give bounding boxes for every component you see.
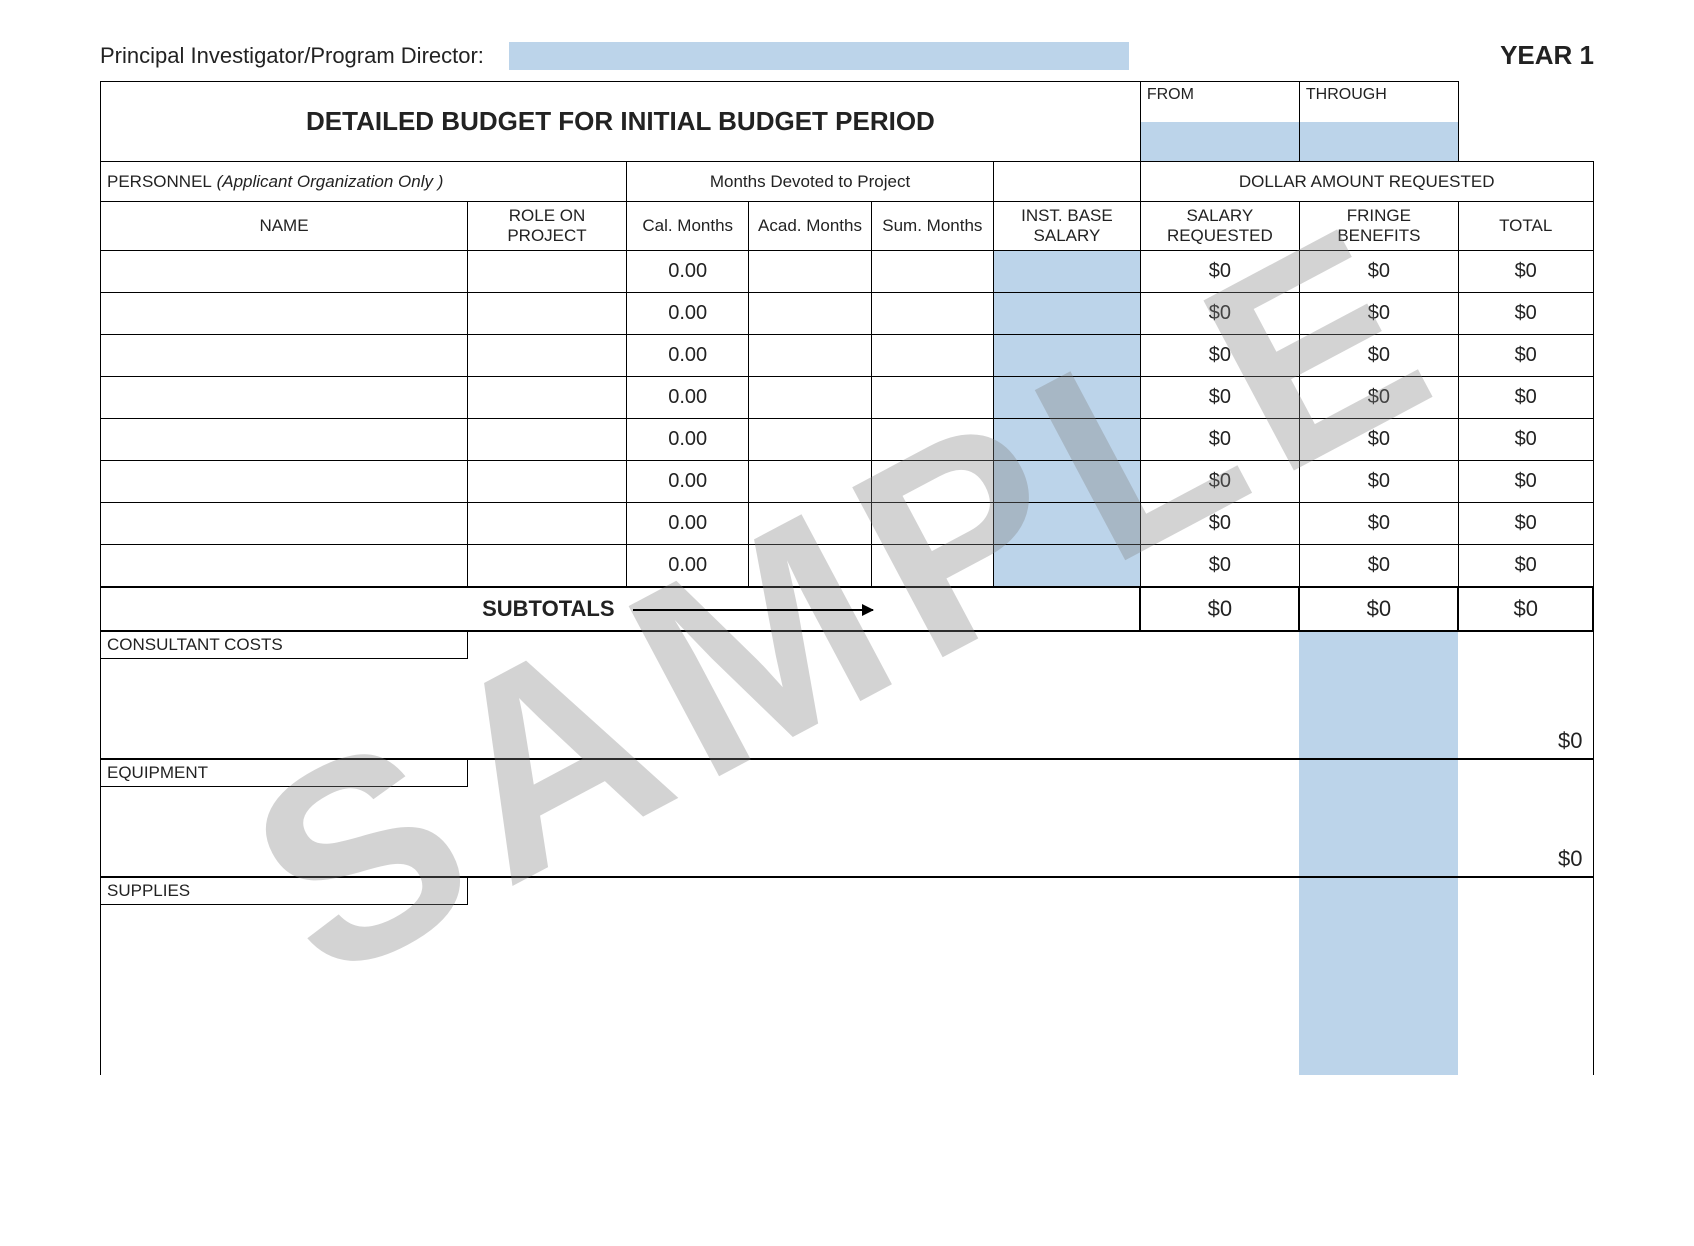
from-input[interactable]	[1140, 122, 1299, 162]
dollar-header: DOLLAR AMOUNT REQUESTED	[1140, 162, 1593, 202]
subtotals-label: SUBTOTALS	[101, 587, 627, 631]
header-row: Principal Investigator/Program Director:…	[100, 40, 1594, 71]
subtotal-fringe: $0	[1299, 587, 1458, 631]
personnel-row: 0.00 $0 $0 $0	[101, 503, 1594, 545]
personnel-row: 0.00 $0 $0 $0	[101, 335, 1594, 377]
sum-cell[interactable]	[871, 251, 993, 293]
subtotals-row: SUBTOTALS $0 $0 $0	[101, 587, 1594, 631]
consultant-label: CONSULTANT COSTS	[101, 631, 468, 659]
col-base: INST. BASE SALARY	[994, 202, 1141, 251]
personnel-note: (Applicant Organization Only )	[212, 172, 444, 191]
col-role: ROLE ON PROJECT	[468, 202, 627, 251]
subtotal-salary: $0	[1140, 587, 1299, 631]
col-acad: Acad. Months	[749, 202, 871, 251]
personnel-section-label: PERSONNEL (Applicant Organization Only )	[101, 162, 627, 202]
consultant-blue[interactable]	[1299, 631, 1458, 759]
col-cal: Cal. Months	[627, 202, 749, 251]
personnel-row: 0.00 $0 $0 $0	[101, 419, 1594, 461]
salary-cell[interactable]: $0	[1140, 251, 1299, 293]
equipment-blue[interactable]	[1299, 759, 1458, 877]
equipment-label: EQUIPMENT	[101, 759, 468, 787]
personnel-row: 0.00 $0 $0 $0	[101, 545, 1594, 587]
col-sum: Sum. Months	[871, 202, 993, 251]
months-header: Months Devoted to Project	[627, 162, 994, 202]
personnel-row: 0.00 $0 $0 $0	[101, 293, 1594, 335]
consultant-total: $0	[1458, 631, 1593, 759]
through-label: THROUGH	[1299, 82, 1458, 122]
equipment-total: $0	[1458, 759, 1593, 877]
name-cell[interactable]	[101, 251, 468, 293]
role-cell[interactable]	[468, 251, 627, 293]
base-cell[interactable]	[994, 251, 1141, 293]
subtotal-total: $0	[1458, 587, 1593, 631]
personnel-row: 0.00 $0 $0 $0	[101, 377, 1594, 419]
total-cell: $0	[1458, 251, 1593, 293]
supplies-total	[1458, 877, 1593, 1075]
through-input[interactable]	[1299, 122, 1458, 162]
personnel-row: 0.00 $0 $0 $0	[101, 251, 1594, 293]
year-label: YEAR 1	[1500, 40, 1594, 71]
personnel-row: 0.00 $0 $0 $0	[101, 461, 1594, 503]
from-label: FROM	[1140, 82, 1299, 122]
supplies-blue[interactable]	[1299, 877, 1458, 1075]
acad-cell[interactable]	[749, 251, 871, 293]
subtotals-arrow	[627, 587, 1141, 631]
personnel-text: PERSONNEL	[107, 172, 212, 191]
col-salary: SALARY REQUESTED	[1140, 202, 1299, 251]
supplies-label: SUPPLIES	[101, 877, 468, 905]
col-name: NAME	[101, 202, 468, 251]
pi-input[interactable]	[509, 42, 1129, 70]
cal-cell[interactable]: 0.00	[627, 251, 749, 293]
fringe-cell[interactable]: $0	[1299, 251, 1458, 293]
col-total: TOTAL	[1458, 202, 1593, 251]
col-fringe: FRINGE BENEFITS	[1299, 202, 1458, 251]
budget-table: DETAILED BUDGET FOR INITIAL BUDGET PERIO…	[100, 81, 1594, 1075]
form-title: DETAILED BUDGET FOR INITIAL BUDGET PERIO…	[101, 82, 1141, 162]
pi-label: Principal Investigator/Program Director:	[100, 43, 484, 69]
